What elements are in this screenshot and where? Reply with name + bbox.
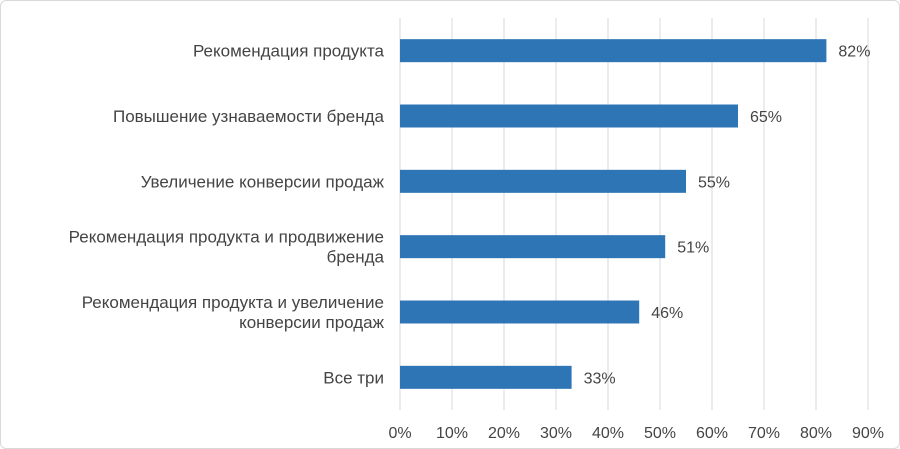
category-label: Увеличение конверсии продаж bbox=[141, 172, 385, 191]
category-label: Все три bbox=[323, 368, 384, 387]
bar bbox=[400, 235, 666, 259]
x-tick-label: 30% bbox=[540, 425, 572, 442]
x-tick-label: 0% bbox=[388, 425, 411, 442]
x-tick-label: 10% bbox=[436, 425, 468, 442]
bars bbox=[400, 39, 827, 389]
category-label-line: Рекомендация продукта bbox=[193, 42, 385, 61]
category-label-line: Рекомендация продукта и продвижение bbox=[69, 228, 384, 247]
category-label: Рекомендация продукта и увеличение конвер… bbox=[82, 293, 385, 332]
bar bbox=[400, 39, 827, 63]
data-labels: 82% 65% 55% 51% 46% 33% bbox=[584, 44, 871, 388]
data-label: 65% bbox=[750, 109, 782, 126]
data-label: 46% bbox=[651, 305, 683, 322]
bar bbox=[400, 104, 738, 128]
x-tick-label: 50% bbox=[644, 425, 676, 442]
data-label: 82% bbox=[838, 44, 870, 61]
x-tick-label: 80% bbox=[800, 425, 832, 442]
category-labels: Рекомендация продукта Повышение узнаваемо… bbox=[69, 42, 385, 388]
category-label-line: Все три bbox=[323, 368, 384, 387]
data-label: 55% bbox=[698, 174, 730, 191]
x-axis-ticks: 0% 10% 20% 30% 40% 50% 60% 70% 80% 90% bbox=[388, 425, 884, 442]
bar bbox=[400, 365, 572, 389]
category-label-line: Рекомендация продукта и увеличение bbox=[82, 293, 384, 312]
x-tick-label: 60% bbox=[696, 425, 728, 442]
category-label-line: Повышение узнаваемости бренда bbox=[113, 107, 385, 126]
bar bbox=[400, 300, 640, 324]
gridlines bbox=[399, 18, 869, 410]
x-tick-label: 20% bbox=[488, 425, 520, 442]
data-label: 33% bbox=[584, 370, 616, 387]
x-tick-label: 90% bbox=[852, 425, 884, 442]
category-label: Повышение узнаваемости бренда bbox=[113, 107, 385, 126]
x-tick-label: 70% bbox=[748, 425, 780, 442]
category-label-line: конверсии продаж bbox=[239, 313, 385, 332]
data-label: 51% bbox=[677, 240, 709, 257]
x-tick-label: 40% bbox=[592, 425, 624, 442]
category-label: Рекомендация продукта и продвижение бренд… bbox=[69, 228, 385, 267]
category-label-line: Увеличение конверсии продаж bbox=[141, 172, 385, 191]
bar bbox=[400, 169, 686, 193]
category-label: Рекомендация продукта bbox=[193, 42, 385, 61]
category-label-line: бренда bbox=[327, 248, 385, 267]
